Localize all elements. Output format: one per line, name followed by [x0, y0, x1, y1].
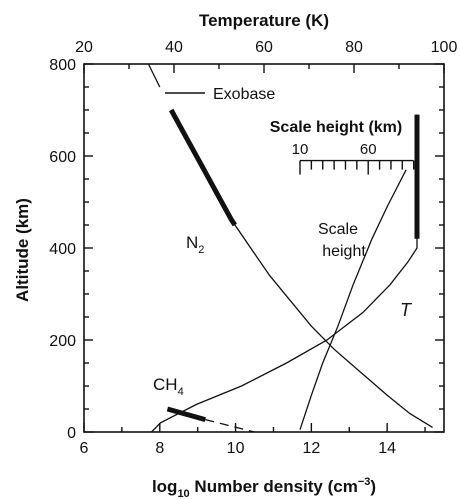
- x-top-tick-label: 80: [345, 39, 363, 56]
- bottom-axis-label-sup: −3: [358, 476, 371, 488]
- bottom-axis-label-pre: log: [152, 477, 178, 496]
- scale-height-curve: [299, 169, 407, 430]
- series-label-t: T: [400, 300, 413, 320]
- x-top-tick-label: 40: [165, 39, 183, 56]
- x-bottom-tick-label: 12: [302, 440, 320, 457]
- series-label-ch4-sub: 4: [178, 386, 184, 398]
- y-tick-label: 0: [67, 425, 76, 442]
- scale-inset-label-60: 60: [360, 141, 377, 158]
- scale-inset-ruler: [299, 159, 415, 175]
- axis-ticks: [83, 63, 445, 433]
- series-label-ch4-main: CH: [153, 375, 178, 394]
- y-tick-label: 800: [49, 57, 76, 74]
- series-label-n2-main: N: [186, 233, 198, 252]
- y-axis-label: Altitude (km): [13, 198, 32, 302]
- t-curve: [151, 114, 418, 433]
- series-label-n2: N2: [186, 233, 204, 256]
- y-tick-label: 200: [49, 333, 76, 350]
- series-curves: [147, 63, 433, 433]
- bottom-axis-label-sub: 10: [177, 488, 189, 499]
- series-label-ch4: CH4: [153, 375, 184, 398]
- y-tick-label: 400: [49, 241, 76, 258]
- bottom-axis-label: log10 Number density (cm−3): [152, 476, 376, 499]
- x-bottom-tick-label: 8: [155, 440, 164, 457]
- x-bottom-tick-label: 6: [80, 440, 89, 457]
- scale-inset-title: Scale height (km): [270, 119, 402, 136]
- y-tick-label: 600: [49, 149, 76, 166]
- scale-inset-label-10: 10: [292, 141, 309, 158]
- legend-label: Exobase: [213, 86, 275, 103]
- x-top-tick-label: 100: [431, 39, 458, 56]
- x-bottom-tick-label: 14: [378, 440, 396, 457]
- x-top-tick-label: 20: [75, 39, 93, 56]
- ch4-dashed-curve: [205, 418, 255, 433]
- n2-curve-top: [147, 63, 161, 88]
- bottom-axis-label-end: ): [370, 477, 376, 496]
- top-axis-label: Temperature (K): [199, 11, 329, 30]
- series-label-scale-height-line1: Scale: [318, 221, 358, 238]
- series-label-n2-sub: 2: [198, 244, 204, 256]
- bottom-axis-label-post: Number density (cm: [190, 477, 358, 496]
- x-bottom-tick-label: 10: [227, 440, 245, 457]
- x-top-tick-label: 60: [255, 39, 273, 56]
- series-label-scale-height: Scale height: [318, 221, 366, 260]
- axis-tick-labels: 6 8 10 12 14 20 40 60 80 100 0 200 400 600 800: [49, 39, 457, 457]
- n2-exobase-segment: [169, 108, 237, 227]
- series-label-scale-height-line2: height: [322, 243, 366, 260]
- ch4-exobase-segment: [166, 406, 206, 423]
